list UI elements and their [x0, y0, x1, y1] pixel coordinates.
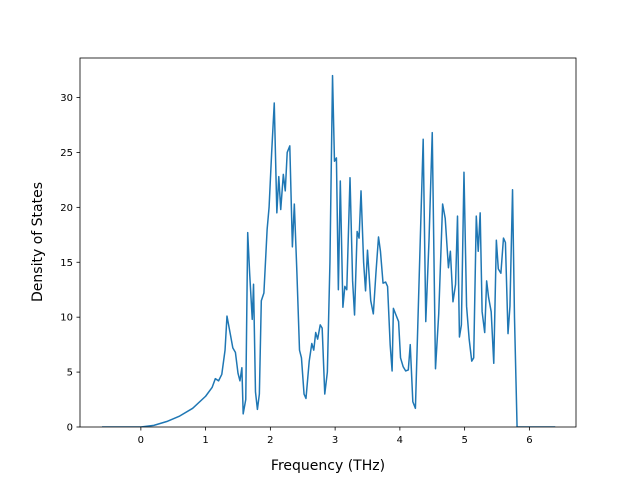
dos-line [102, 74, 556, 427]
x-tick-label: 4 [397, 435, 403, 446]
y-tick-label: 10 [60, 313, 73, 324]
y-tick-label: 25 [60, 148, 73, 159]
x-tick-label: 6 [526, 435, 532, 446]
x-tick-label: 3 [332, 435, 338, 446]
y-tick-label: 5 [67, 368, 73, 379]
y-tick-label: 15 [60, 258, 73, 269]
y-tick-label: 30 [60, 93, 73, 104]
x-tick-label: 2 [267, 435, 273, 446]
x-tick-label: 5 [461, 435, 467, 446]
x-tick-label: 1 [202, 435, 208, 446]
y-tick-label: 20 [60, 203, 73, 214]
y-tick-label: 0 [67, 423, 73, 434]
x-tick-label: 0 [138, 435, 144, 446]
plot-frame [79, 57, 577, 428]
y-axis-label: Density of States [30, 182, 46, 302]
x-axis-label: Frequency (THz) [271, 458, 385, 474]
